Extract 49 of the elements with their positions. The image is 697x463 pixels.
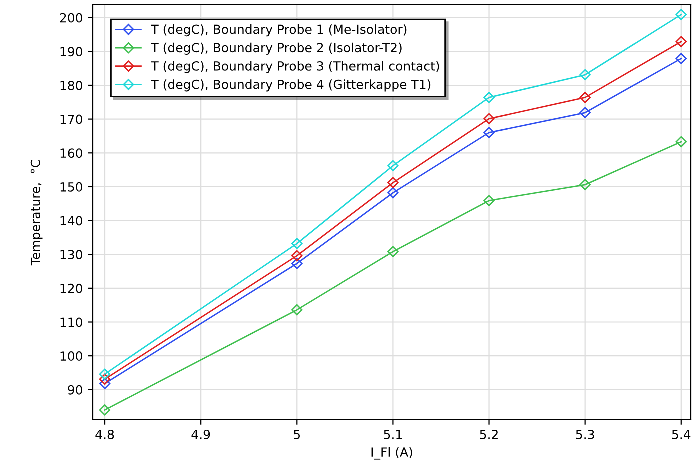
x-tick-label: 5.2 [480, 430, 498, 440]
point [484, 92, 495, 104]
legend-label: T (degC), Boundary Probe 2 (Isolator-T2) [151, 42, 402, 55]
point [99, 404, 111, 416]
y-tick-label: 190 [60, 47, 82, 57]
x-tick-label: 5.3 [576, 430, 594, 440]
point [99, 374, 111, 386]
point [99, 378, 111, 390]
point [484, 113, 495, 125]
point [676, 9, 687, 20]
point [292, 250, 303, 262]
x-tick-label: 5.1 [384, 430, 402, 440]
y-tick-label: 110 [60, 318, 82, 328]
point [676, 136, 687, 148]
y-axis-title: Temperature, °C [30, 160, 43, 266]
y-tick-label: 180 [60, 80, 82, 90]
legend-label: T (degC), Boundary Probe 3 (Thermal contact) [151, 61, 440, 74]
y-tick-label: 140 [60, 216, 82, 226]
point [580, 92, 591, 104]
x-tick-label: 4.9 [192, 430, 210, 440]
x-tick-label: 5.4 [672, 430, 691, 440]
point [580, 179, 591, 191]
point [388, 187, 399, 199]
point [484, 195, 495, 206]
point [580, 69, 591, 81]
point [676, 36, 687, 48]
y-tick-label: 100 [60, 352, 82, 362]
point [292, 238, 303, 250]
point [580, 107, 591, 118]
y-tick-label: 120 [60, 284, 82, 294]
y-tick-label: 170 [60, 114, 82, 124]
point [388, 177, 399, 189]
legend-label: T (degC), Boundary Probe 1 (Me-Isolator) [151, 24, 407, 37]
point [99, 368, 111, 380]
point [388, 246, 399, 258]
point [388, 160, 399, 172]
point [484, 127, 495, 138]
point [292, 304, 303, 316]
y-tick-label: 90 [68, 385, 82, 395]
legend-label: T (degC), Boundary Probe 4 (Gitterkappe T1) [151, 80, 431, 92]
y-tick-label: 160 [60, 148, 82, 158]
y-tick-label: 150 [60, 182, 82, 192]
y-tick-label: 200 [60, 13, 82, 23]
y-tick-label: 130 [60, 250, 82, 260]
x-tick-label: 5 [294, 430, 300, 440]
point [292, 258, 303, 270]
x-axis-title: I_Fl (A) [372, 447, 412, 460]
point [676, 53, 687, 64]
x-tick-label: 4.8 [96, 430, 114, 440]
